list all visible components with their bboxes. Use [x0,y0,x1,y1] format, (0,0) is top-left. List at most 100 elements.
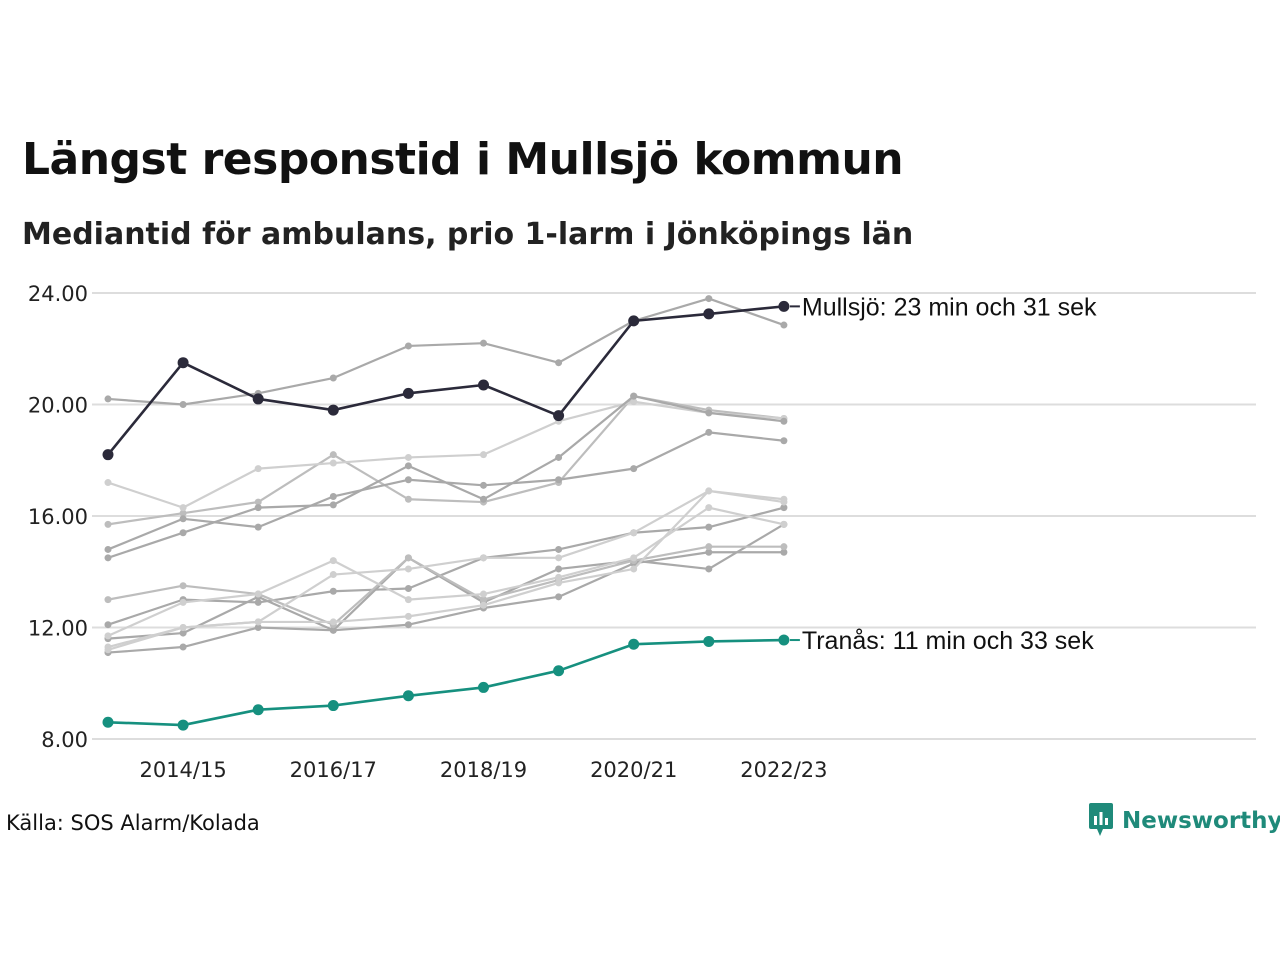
data-point [780,548,788,556]
data-point-low [703,635,715,647]
data-point [480,554,487,562]
data-point [179,582,187,590]
series-label: Tranås: 11 min och 33 sek [802,627,1094,655]
data-point [254,523,262,531]
data-point-high [703,308,715,320]
series-line [107,395,785,559]
data-point [179,629,187,637]
data-point [705,428,713,436]
data-point [780,437,788,445]
data-point [630,398,638,406]
data-point-low [553,665,565,677]
data-point [480,495,487,503]
data-point [555,565,563,573]
data-point [329,459,337,467]
data-point-high [628,315,640,327]
data-point [104,646,112,654]
data-point-high [177,357,189,369]
data-point [329,501,337,509]
data-point [780,504,788,512]
series-line [107,431,785,551]
data-point [555,573,563,581]
data-point [555,453,563,461]
background-series-layer [104,295,788,657]
data-point-high [553,410,565,422]
x-tick-label: 2020/21 [590,758,677,782]
data-point [404,453,412,461]
chart-title: Längst responstid i Mullsjö kommun [22,134,904,185]
brand-logo[interactable]: Newsworthy [1088,802,1280,839]
data-point [480,590,487,598]
highlight-series-layer: Mullsjö: 23 min och 31 sek Tranås: 11 min… [102,293,1097,731]
series-line [107,489,785,649]
data-point [705,523,713,531]
series-line [107,395,785,526]
data-point-low [327,700,339,712]
x-tick-label: 2014/15 [139,758,226,782]
data-point-high [778,300,790,312]
series-line [107,506,785,637]
data-point [555,545,563,553]
y-tick-label: 8.00 [41,728,88,752]
data-point [254,465,262,473]
data-point [104,632,112,640]
series-line-high [106,305,785,456]
data-point [630,465,638,473]
chart-subtitle: Mediantid för ambulans, prio 1-larm i Jö… [22,217,914,252]
data-point [404,584,412,592]
data-point [780,321,788,329]
grid-layer [92,292,1256,740]
x-tick-label: 2018/19 [440,758,527,782]
series-line [107,297,785,406]
data-point [329,557,337,565]
axis-labels-layer: 8.00 12.00 16.00 20.00 24.00 2014/15 2016/17 20… [28,282,828,782]
series-line [107,523,785,640]
data-point [480,596,487,604]
line-chart: Mullsjö: 23 min och 31 sek Tranås: 11 min… [28,282,1256,782]
data-point-high [402,387,414,399]
data-point [630,554,638,562]
x-tick-label: 2016/17 [290,758,377,782]
data-point [480,451,487,459]
data-point [705,487,713,495]
data-point [705,504,713,512]
data-point [404,476,412,484]
data-point-high [478,379,489,391]
data-point-low [402,690,414,702]
data-point [104,596,112,604]
data-point [780,543,788,551]
series-line [107,551,784,654]
x-tick-label: 2022/23 [740,758,827,782]
data-point [480,601,487,609]
data-point [404,342,412,350]
series-label: Mullsjö: 23 min och 31 sek [802,293,1097,321]
data-point [705,565,713,573]
newsworthy-logo-icon [1089,803,1113,836]
data-point [179,401,187,408]
data-point [555,554,563,562]
data-point [329,587,337,595]
data-point [254,624,262,631]
data-point-low [778,634,790,646]
data-point [705,295,713,303]
series-line [107,545,784,626]
data-point [104,621,112,629]
data-point [179,624,187,631]
data-point [329,492,337,500]
data-point [329,571,337,579]
data-point-high [252,393,264,405]
brand-name: Newsworthy [1122,807,1280,834]
data-point-low [177,719,189,731]
data-point [104,479,112,487]
y-tick-label: 12.00 [28,617,88,641]
series-line [107,489,785,651]
data-point [254,504,262,512]
series-line-low [107,638,784,727]
data-point [179,529,187,537]
data-point [104,520,112,528]
series-line [107,400,784,509]
data-point [179,504,187,512]
data-point [555,579,563,587]
data-point [254,498,262,506]
data-point [404,565,412,573]
